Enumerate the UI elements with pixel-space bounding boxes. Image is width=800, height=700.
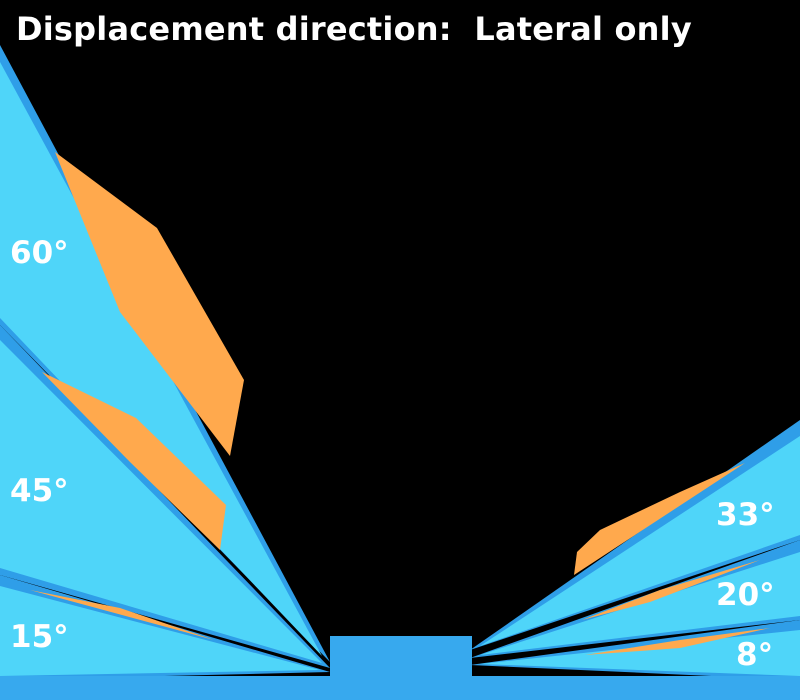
- left-panel-15: [0, 575, 330, 680]
- angle-label-8: 8°: [736, 637, 774, 673]
- channel-floor: [0, 636, 800, 700]
- left-panel-45: [0, 325, 330, 668]
- angle-label-60: 60°: [10, 235, 69, 271]
- angle-label-20: 20°: [716, 577, 775, 613]
- displacement-patch-8: [585, 628, 770, 655]
- displacement-patch-33: [574, 463, 745, 575]
- angle-label-15: 15°: [10, 619, 69, 655]
- left-panel-60: [0, 45, 330, 662]
- right-panel-33: [470, 420, 800, 650]
- page-title: Displacement direction: Lateral only: [16, 10, 692, 48]
- displacement-patch-60: [55, 152, 244, 456]
- right-panel-20: [470, 540, 800, 658]
- angle-label-33: 33°: [716, 497, 775, 533]
- angle-label-45: 45°: [10, 473, 69, 509]
- displacement-patch-45: [42, 372, 226, 550]
- right-panel-8: [470, 620, 800, 680]
- displacement-patch-20: [582, 560, 760, 620]
